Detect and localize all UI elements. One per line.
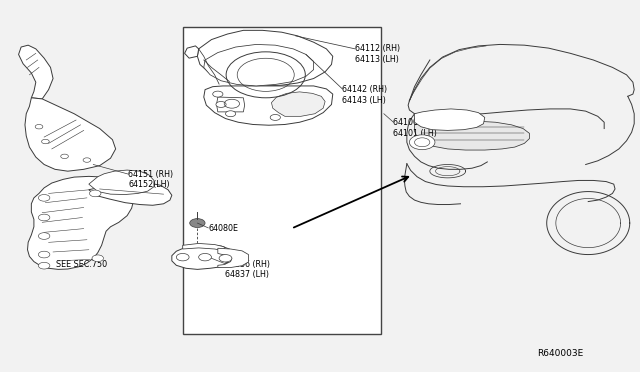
- Circle shape: [83, 158, 91, 162]
- Text: 64101 (LH): 64101 (LH): [394, 128, 437, 138]
- Circle shape: [212, 91, 223, 97]
- Circle shape: [38, 214, 50, 221]
- Polygon shape: [89, 183, 172, 205]
- Text: 64151 (RH): 64151 (RH): [129, 170, 173, 179]
- Polygon shape: [204, 86, 333, 125]
- Polygon shape: [218, 248, 248, 267]
- Text: 64100 (RH): 64100 (RH): [394, 119, 438, 128]
- Polygon shape: [28, 176, 134, 269]
- Text: 64113 (LH): 64113 (LH): [355, 55, 399, 64]
- Polygon shape: [216, 97, 244, 112]
- Circle shape: [38, 262, 50, 269]
- Polygon shape: [415, 121, 529, 150]
- Circle shape: [92, 255, 104, 262]
- Text: 64143 (LH): 64143 (LH): [342, 96, 386, 105]
- Circle shape: [216, 102, 226, 108]
- Circle shape: [198, 253, 211, 261]
- Polygon shape: [89, 170, 154, 195]
- Text: 64112 (RH): 64112 (RH): [355, 44, 400, 53]
- Text: 64080E: 64080E: [208, 224, 238, 233]
- Bar: [182, 27, 381, 334]
- Polygon shape: [172, 245, 234, 269]
- Circle shape: [38, 251, 50, 258]
- Text: 64837 (LH): 64837 (LH): [225, 270, 269, 279]
- Polygon shape: [271, 92, 325, 116]
- Text: 64152(LH): 64152(LH): [129, 180, 170, 189]
- Polygon shape: [415, 109, 484, 131]
- Text: SEE SEC.750: SEE SEC.750: [56, 260, 108, 269]
- Polygon shape: [204, 44, 314, 86]
- Circle shape: [90, 190, 101, 197]
- Circle shape: [61, 154, 68, 158]
- Circle shape: [219, 254, 232, 262]
- Circle shape: [270, 115, 280, 121]
- Circle shape: [38, 233, 50, 239]
- Polygon shape: [197, 31, 333, 86]
- Polygon shape: [25, 98, 116, 171]
- Circle shape: [410, 135, 435, 150]
- Text: R640003E: R640003E: [537, 349, 584, 358]
- Circle shape: [225, 111, 236, 117]
- Polygon shape: [19, 45, 53, 99]
- Polygon shape: [184, 46, 198, 58]
- Polygon shape: [182, 243, 224, 251]
- Circle shape: [176, 253, 189, 261]
- Circle shape: [38, 195, 50, 201]
- Circle shape: [35, 125, 43, 129]
- Circle shape: [189, 219, 205, 228]
- Circle shape: [42, 139, 49, 144]
- Text: 64836 (RH): 64836 (RH): [225, 260, 271, 269]
- Text: 64142 (RH): 64142 (RH): [342, 85, 387, 94]
